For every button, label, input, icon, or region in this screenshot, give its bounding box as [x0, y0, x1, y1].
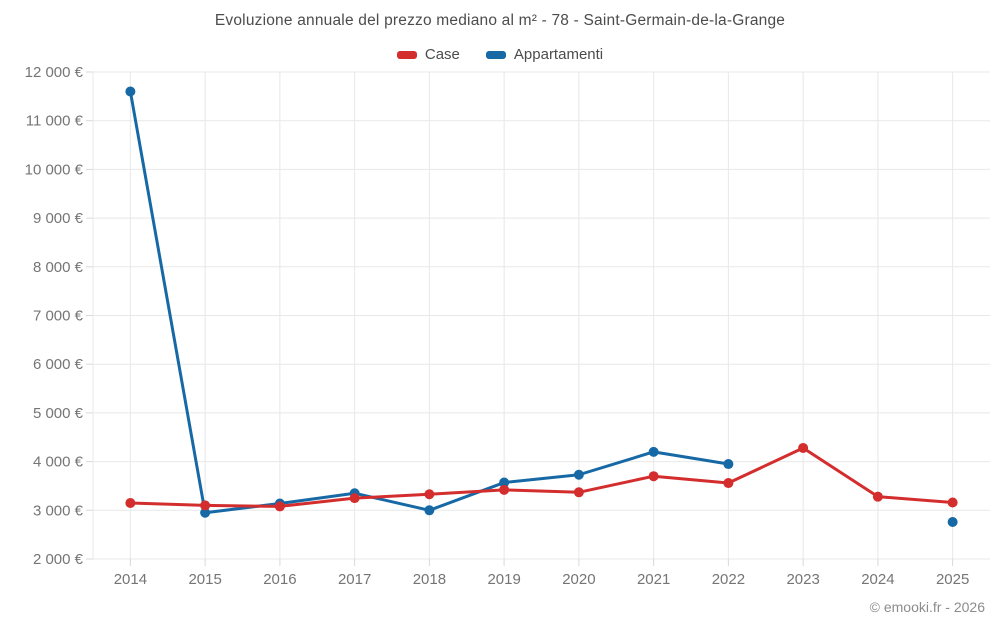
y-axis-label: 9 000 €: [33, 210, 84, 227]
data-point: [947, 516, 958, 527]
y-axis-label: 5 000 €: [33, 405, 84, 422]
data-point: [648, 471, 659, 482]
y-axis-label: 3 000 €: [33, 502, 84, 519]
x-axis-label: 2021: [637, 571, 670, 588]
x-axis-label: 2019: [487, 571, 520, 588]
y-axis-label: 7 000 €: [33, 308, 84, 325]
x-axis-label: 2018: [413, 571, 446, 588]
copyright-text: © emooki.fr - 2026: [869, 599, 985, 615]
data-point: [723, 459, 734, 470]
x-axis-label: 2024: [861, 571, 894, 588]
data-point: [200, 500, 211, 511]
grid: 2 000 € 3 000 € 4 000 € 5 000 € 6 000 € 7 000…: [25, 64, 990, 588]
chart-title: Evoluzione annuale del prezzo mediano al…: [214, 12, 786, 29]
data-point: [499, 484, 510, 495]
y-axis-label: 11 000 €: [26, 113, 84, 130]
x-axis-label: 2016: [263, 571, 296, 588]
legend-label: Appartamenti: [513, 46, 604, 63]
chart-legend: Case Appartamenti: [0, 46, 1000, 63]
data-point: [947, 497, 958, 508]
data-point: [499, 477, 510, 488]
data-point: [573, 487, 584, 498]
y-axis-label: 8 000 €: [33, 259, 84, 276]
y-axis-label: 2 000 €: [33, 551, 84, 568]
y-axis-label: 4 000 €: [33, 454, 84, 471]
x-axis-label: 2017: [338, 571, 371, 588]
x-axis-label: 2015: [188, 571, 221, 588]
data-point: [200, 507, 211, 518]
x-axis-label: 2022: [712, 571, 745, 588]
y-axis-label: 12 000 €: [25, 64, 84, 81]
data-point: [872, 491, 883, 502]
data-point: [798, 442, 809, 453]
data-point: [349, 493, 360, 504]
legend-swatch-case: [396, 50, 417, 59]
series-appartamenti: [125, 86, 958, 527]
legend-label: Case: [424, 46, 460, 63]
data-point: [424, 489, 435, 500]
x-axis-label: 2020: [562, 571, 595, 588]
legend-item-appartamenti[interactable]: Appartamenti: [485, 46, 604, 63]
x-axis-label: 2025: [936, 571, 969, 588]
series-case: [125, 442, 958, 512]
x-axis-label: 2014: [114, 571, 147, 588]
y-axis-label: 10 000 €: [25, 161, 84, 178]
legend-item-case[interactable]: Case: [396, 46, 460, 63]
y-axis-label: 6 000 €: [33, 356, 84, 373]
data-point: [573, 469, 584, 480]
legend-swatch-appartamenti: [485, 50, 506, 59]
data-point: [648, 446, 659, 457]
data-point: [274, 501, 285, 512]
data-point: [424, 505, 435, 516]
data-point: [723, 478, 734, 489]
x-axis-label: 2023: [786, 571, 819, 588]
data-point: [125, 497, 136, 508]
series-line: [128, 446, 955, 508]
data-point: [125, 86, 136, 97]
